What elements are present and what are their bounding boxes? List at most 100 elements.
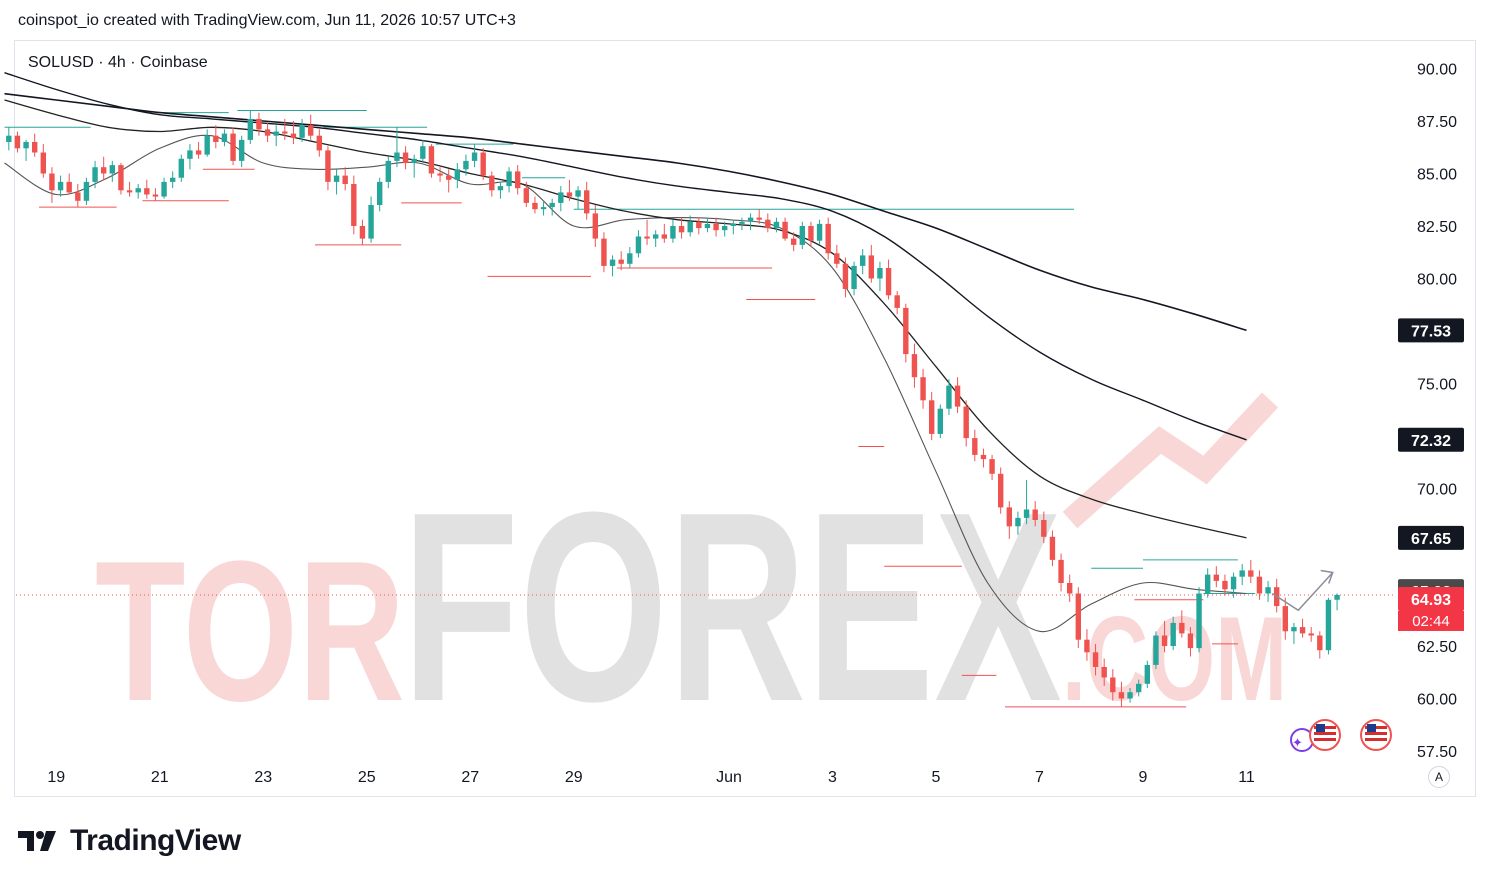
candle-body [972, 438, 978, 455]
candle-body [1092, 652, 1099, 667]
candle-body [739, 221, 745, 224]
candle-body [704, 223, 711, 229]
candle-body [1317, 635, 1323, 651]
svg-text:✦: ✦ [1292, 736, 1303, 751]
candle-body [66, 181, 72, 193]
candle-body [540, 207, 547, 210]
candle-body [385, 160, 392, 182]
candle-body [1075, 593, 1082, 640]
candle-body [868, 255, 875, 279]
y-tick-label: 85.00 [1417, 167, 1457, 184]
candle-body [1032, 509, 1038, 520]
candle-body [31, 142, 38, 153]
candle-body [1325, 599, 1332, 651]
candle-body [135, 188, 141, 193]
candle-body [920, 377, 926, 401]
candle-body [169, 177, 176, 182]
candle-body [730, 223, 737, 226]
candle-body [601, 238, 607, 266]
candle-body [885, 268, 892, 296]
candle-body [256, 118, 262, 130]
price-badge-bg [1398, 427, 1464, 452]
watermark: TOR FOREX .COM [95, 392, 1287, 758]
candle-body [808, 226, 814, 241]
moving-average-line [4, 99, 1247, 539]
candle-body [514, 171, 521, 189]
projection-arrow-line [1271, 571, 1334, 612]
candle-body [187, 150, 193, 159]
x-tick-label: 19 [47, 769, 65, 786]
candle-body [178, 158, 185, 178]
candle-body [402, 152, 409, 163]
candle-body [118, 165, 124, 191]
price-axis[interactable]: 90.00 87.50 85.00 82.50 80.00 75.00 70.00 62.50… [1417, 62, 1457, 762]
candle-body [842, 263, 849, 289]
candle-body [1299, 627, 1306, 634]
candle-body [1023, 509, 1030, 518]
y-tick-label: 80.00 [1417, 272, 1457, 289]
candle-body [523, 188, 530, 203]
candle-body [670, 226, 676, 239]
time-axis[interactable]: 19 21 23 25 27 29 Jun 3 5 7 9 11 [47, 769, 1255, 786]
watermark-tor: TOR [95, 520, 405, 743]
candle-body [946, 385, 952, 409]
candle-body [83, 181, 90, 201]
auto-scale-button[interactable]: A [1428, 766, 1450, 788]
x-tick-label: 21 [151, 769, 169, 786]
tradingview-logo-text: TradingView [70, 824, 241, 857]
candle-body [428, 146, 435, 174]
candle-body [851, 265, 857, 289]
us-flag-icon[interactable] [1360, 719, 1392, 751]
price-badge-label: 77.53 [1411, 323, 1451, 340]
candle-body [40, 152, 47, 174]
y-tick-label: 90.00 [1417, 62, 1457, 79]
candle-body [376, 181, 383, 205]
tradingview-logo[interactable]: TradingView [18, 824, 241, 858]
candle-body [247, 118, 254, 140]
candle-body [1334, 594, 1340, 600]
price-badge-label: 64.93 [1411, 592, 1451, 609]
projection-arrow [1271, 569, 1334, 612]
candle-body [1153, 635, 1159, 665]
candle-body [1222, 580, 1228, 590]
candle-body [1230, 576, 1237, 590]
candle-body [1308, 633, 1314, 636]
candle-body [316, 135, 323, 151]
y-tick-label: 87.50 [1417, 114, 1457, 131]
candle-body [652, 234, 659, 239]
candle-body [238, 139, 245, 161]
candle-body [264, 129, 271, 136]
candle-body [75, 192, 81, 201]
candle-body [1179, 622, 1185, 634]
candle-body [997, 473, 1004, 508]
candle-body [609, 259, 616, 266]
candle-body [14, 135, 21, 149]
candle-body [1084, 639, 1090, 653]
candle-body [834, 253, 840, 264]
watermark-com: .COM [1062, 592, 1287, 726]
candle-body [618, 259, 624, 264]
candle-body [859, 255, 866, 266]
candle-body [497, 186, 504, 191]
y-tick-label: 57.50 [1417, 744, 1457, 761]
candle-body [161, 181, 167, 197]
candle-body [1015, 517, 1021, 527]
candle-body [644, 236, 650, 239]
countdown-label: 02:44 [1412, 613, 1450, 630]
price-badge-label: 67.65 [1411, 531, 1451, 548]
moving-averages [4, 72, 1247, 633]
x-tick-label: 11 [1238, 769, 1255, 786]
event-flags[interactable]: ✦ [1290, 719, 1392, 752]
candle-body [903, 307, 909, 355]
moving-average-line [4, 92, 1247, 332]
us-flag-icon[interactable] [1309, 719, 1341, 751]
candle-body [333, 175, 340, 182]
candle-body [273, 131, 279, 136]
candle-body [799, 226, 806, 245]
candle-body [937, 408, 944, 434]
candle-body [152, 194, 159, 197]
symbol-legend[interactable]: SOLUSD · 4h · Coinbase [26, 54, 210, 72]
x-tick-label: 3 [828, 769, 837, 786]
